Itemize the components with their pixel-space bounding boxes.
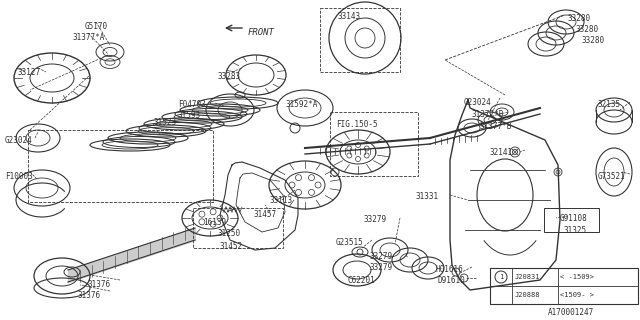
Text: 31376: 31376 <box>88 280 111 289</box>
Text: H01616: H01616 <box>435 265 463 274</box>
Text: G23024: G23024 <box>5 136 33 145</box>
Text: 31593: 31593 <box>178 111 201 120</box>
Text: F10003: F10003 <box>5 172 33 181</box>
Text: 32141: 32141 <box>490 148 513 157</box>
Text: D91610: D91610 <box>438 276 466 285</box>
Text: <1509- >: <1509- > <box>560 292 594 298</box>
Text: J20831: J20831 <box>515 274 541 280</box>
Text: 33280: 33280 <box>582 36 605 45</box>
Text: C62201: C62201 <box>348 276 376 285</box>
Text: G91108: G91108 <box>560 214 588 223</box>
Text: 31377*B: 31377*B <box>480 122 513 131</box>
Text: G23024: G23024 <box>464 98 492 107</box>
Text: 31452: 31452 <box>220 242 243 251</box>
Text: 31457: 31457 <box>254 210 277 219</box>
Text: 31376: 31376 <box>78 291 101 300</box>
Text: 31325: 31325 <box>564 226 587 235</box>
Text: 16139: 16139 <box>203 218 226 227</box>
Text: 33143: 33143 <box>338 12 361 21</box>
Bar <box>320 8 400 72</box>
Text: < -1509>: < -1509> <box>560 274 594 280</box>
Bar <box>490 268 638 304</box>
Text: 31523: 31523 <box>153 118 176 127</box>
Text: 33279: 33279 <box>363 215 386 224</box>
Bar <box>330 112 418 176</box>
Text: G23515: G23515 <box>336 238 364 247</box>
Text: 31250: 31250 <box>218 229 241 238</box>
Text: 31377*A: 31377*A <box>73 33 105 42</box>
Text: 32135: 32135 <box>598 100 621 109</box>
Text: 31331: 31331 <box>416 192 439 201</box>
Text: 31592*A: 31592*A <box>286 100 318 109</box>
Text: 33279: 33279 <box>370 263 393 272</box>
Text: 33113: 33113 <box>270 196 293 205</box>
Text: F04703: F04703 <box>178 100 205 109</box>
Text: 1: 1 <box>499 274 503 280</box>
Text: FIG.150-5: FIG.150-5 <box>336 120 378 129</box>
Text: J20888: J20888 <box>515 292 541 298</box>
Text: 33280: 33280 <box>568 14 591 23</box>
Bar <box>544 208 599 232</box>
Text: 33279: 33279 <box>370 252 393 261</box>
Text: 33280: 33280 <box>575 25 598 34</box>
Text: 31377*B: 31377*B <box>472 110 504 119</box>
Text: FRONT: FRONT <box>248 28 275 37</box>
Bar <box>28 130 213 202</box>
Text: G73521: G73521 <box>598 172 626 181</box>
Text: 33283: 33283 <box>218 72 241 81</box>
Text: 33127: 33127 <box>18 68 41 77</box>
Text: G5170: G5170 <box>84 22 108 31</box>
Bar <box>193 208 283 248</box>
Text: A170001247: A170001247 <box>548 308 595 317</box>
